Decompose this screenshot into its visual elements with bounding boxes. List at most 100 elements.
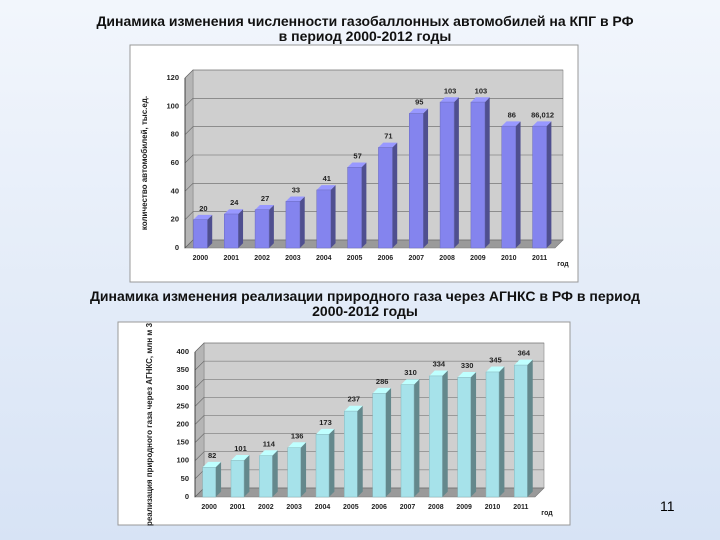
chart-title: Динамика изменения реализации природного… xyxy=(89,288,641,319)
bar xyxy=(470,101,486,249)
bar-top xyxy=(378,142,398,148)
bar xyxy=(347,167,362,249)
bar-top xyxy=(344,405,363,412)
x-tick-label: 2002 xyxy=(258,504,274,511)
bar xyxy=(316,189,331,249)
y-tick-label: 250 xyxy=(176,401,189,410)
bar-top xyxy=(457,371,477,378)
value-label: 103 xyxy=(475,86,488,95)
y-tick-label: 200 xyxy=(176,419,189,428)
y-tick-label: 300 xyxy=(176,383,189,392)
y-axis-label: реализация природного газа через АГНКС, … xyxy=(145,322,154,526)
chart-title: Динамика изменения численности газобалло… xyxy=(96,13,634,44)
bar-side xyxy=(300,442,307,497)
bar xyxy=(372,393,386,498)
bar-top xyxy=(347,162,367,168)
bar-side xyxy=(269,204,274,248)
bar xyxy=(532,125,547,249)
value-label: 33 xyxy=(292,185,300,194)
y-tick-label: 80 xyxy=(171,130,179,139)
y-tick-label: 50 xyxy=(181,474,189,483)
grid-line xyxy=(184,69,563,79)
y-axis-label: количество автомобилей, тыс.ед. xyxy=(140,96,149,230)
bar-top xyxy=(255,204,274,210)
value-label: 41 xyxy=(323,174,331,183)
bar-side xyxy=(238,209,244,248)
x-tick-label: 2011 xyxy=(532,255,547,262)
bar-side xyxy=(499,366,505,497)
x-tick-label: 2010 xyxy=(501,255,517,262)
bar-side xyxy=(272,450,278,497)
value-label: 20 xyxy=(199,204,207,213)
bar-top xyxy=(231,454,250,461)
bar xyxy=(501,125,516,249)
bar xyxy=(409,113,424,249)
bar xyxy=(439,101,455,249)
bar xyxy=(259,455,273,498)
bar xyxy=(344,410,358,498)
bar-side xyxy=(442,370,448,497)
bar xyxy=(514,364,528,498)
bar xyxy=(378,147,393,249)
bar xyxy=(202,467,216,498)
value-label: 114 xyxy=(263,439,276,448)
bar-top xyxy=(409,108,429,114)
x-tick-label: 2005 xyxy=(347,255,363,262)
x-tick-label: 2009 xyxy=(456,504,472,511)
bar xyxy=(400,384,415,498)
x-axis-label: год xyxy=(541,510,553,517)
value-label: 286 xyxy=(376,377,389,386)
grid-line xyxy=(184,183,563,192)
grid-line xyxy=(184,126,563,135)
value-label: 24 xyxy=(230,198,239,207)
y-tick-label: 350 xyxy=(176,365,189,374)
value-label: 334 xyxy=(433,360,446,369)
value-label: 173 xyxy=(319,418,332,427)
value-label: 95 xyxy=(415,98,423,107)
bar xyxy=(429,375,443,498)
bar xyxy=(315,434,330,498)
bar-top xyxy=(429,370,448,376)
x-tick-label: 2008 xyxy=(439,255,455,262)
bar-top xyxy=(532,121,552,127)
bar-top xyxy=(514,359,533,366)
grid-line xyxy=(184,211,563,220)
x-tick-label: 2008 xyxy=(428,504,444,511)
bar-top xyxy=(316,428,335,435)
bar-side xyxy=(244,454,250,497)
bar xyxy=(457,377,471,498)
bar-side xyxy=(484,97,490,249)
x-tick-label: 2004 xyxy=(316,255,332,262)
bar-side xyxy=(299,196,305,248)
grid-line xyxy=(194,342,544,353)
grid-line xyxy=(184,98,563,107)
x-tick-label: 2010 xyxy=(485,504,501,511)
grid-line xyxy=(184,239,563,249)
value-label: 310 xyxy=(404,368,417,377)
x-tick-label: 2003 xyxy=(285,255,301,262)
bar-top xyxy=(285,196,305,202)
y-tick-label: 120 xyxy=(166,73,179,82)
x-tick-label: 2007 xyxy=(408,255,424,262)
x-axis-label: год xyxy=(557,261,569,268)
y-tick-label: 0 xyxy=(175,243,179,252)
value-label: 237 xyxy=(348,395,361,404)
value-label: 345 xyxy=(489,356,502,365)
x-tick-label: 2002 xyxy=(254,255,270,262)
bar-top xyxy=(486,366,505,372)
bar xyxy=(287,447,301,498)
x-tick-label: 2000 xyxy=(193,255,209,262)
bar-side xyxy=(423,108,429,248)
bar-side xyxy=(215,461,222,497)
bar-top xyxy=(501,121,521,127)
bar-side xyxy=(454,97,459,249)
bar-top xyxy=(193,214,213,220)
bar-top xyxy=(287,442,307,448)
bar-side xyxy=(527,359,533,497)
value-label: 82 xyxy=(208,451,216,460)
x-tick-label: 2000 xyxy=(201,504,217,511)
bar-top xyxy=(259,450,278,456)
bar-side xyxy=(470,371,477,497)
x-tick-label: 2006 xyxy=(371,504,387,511)
bar-side xyxy=(414,379,420,497)
